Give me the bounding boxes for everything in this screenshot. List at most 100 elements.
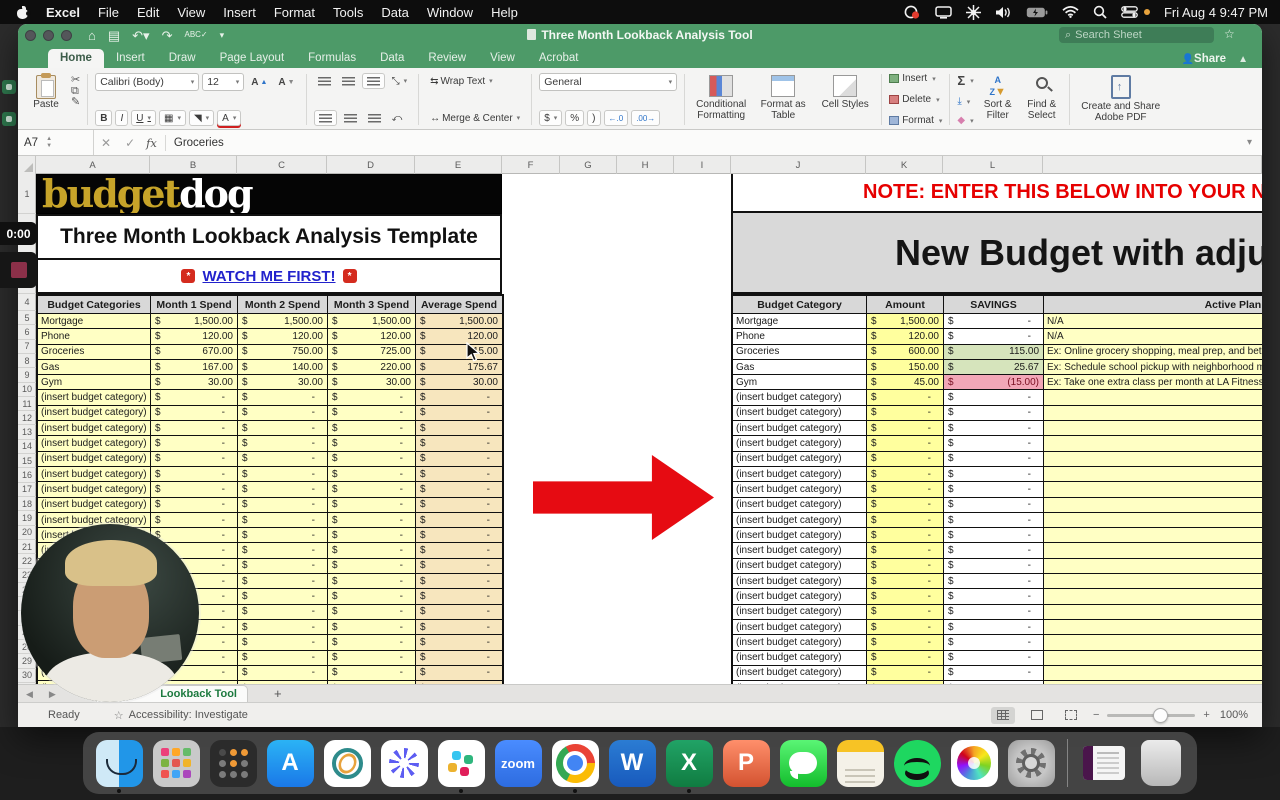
- cut-icon[interactable]: ✂: [71, 74, 81, 86]
- page-layout-view-button[interactable]: [1025, 707, 1049, 724]
- month1-cell[interactable]: $-: [151, 436, 237, 451]
- month3-cell[interactable]: $-: [328, 390, 415, 405]
- budget-header-cell[interactable]: Active Plan to: [1044, 296, 1262, 313]
- amount-cell[interactable]: $-: [867, 512, 943, 528]
- month2-cell[interactable]: $120.00: [238, 329, 327, 344]
- average-cell[interactable]: $-: [416, 421, 502, 436]
- font-color-icon[interactable]: A: [217, 110, 242, 126]
- average-cell[interactable]: $1,500.00: [416, 314, 502, 329]
- lookback-category-cell[interactable]: Mortgage: [38, 314, 150, 329]
- active-plan-cell[interactable]: [1044, 405, 1262, 421]
- underline-button[interactable]: U: [131, 110, 156, 126]
- row-header-1[interactable]: 1: [18, 174, 36, 214]
- month2-cell[interactable]: $-: [238, 665, 327, 681]
- amount-cell[interactable]: $-: [867, 650, 943, 665]
- budget-insert-category-cell[interactable]: (insert budget category): [733, 405, 866, 421]
- amount-cell[interactable]: $-: [867, 558, 943, 574]
- calculator-icon[interactable]: [209, 739, 257, 787]
- month3-cell[interactable]: $-: [328, 665, 415, 681]
- minimize-button[interactable]: [43, 29, 54, 41]
- minimized-window-icon[interactable]: [1083, 746, 1125, 780]
- amount-cell[interactable]: $-: [867, 528, 943, 543]
- amount-cell[interactable]: $-: [867, 482, 943, 497]
- fill-button[interactable]: ⤓: [957, 96, 973, 107]
- savings-cell[interactable]: $-: [944, 558, 1043, 574]
- dock-item-excelapp[interactable]: X: [665, 735, 713, 793]
- budget-insert-category-cell[interactable]: (insert budget category): [733, 650, 866, 665]
- display-icon[interactable]: [935, 5, 952, 19]
- month2-cell[interactable]: $140.00: [238, 359, 327, 375]
- finder-icon[interactable]: [95, 739, 143, 787]
- dock-item-calculator[interactable]: [209, 735, 257, 791]
- lookback-insert-category-cell[interactable]: (insert budget category): [38, 497, 150, 512]
- active-plan-cell[interactable]: [1044, 421, 1262, 436]
- comma-format-button[interactable]: ): [587, 110, 601, 126]
- paste-button[interactable]: Paste: [26, 73, 66, 110]
- sort-filter-button[interactable]: A Z▼ Sort & Filter: [983, 75, 1012, 122]
- month2-cell[interactable]: $-: [238, 558, 327, 574]
- row-header-29[interactable]: 29: [18, 654, 36, 669]
- row-header-15[interactable]: 15: [18, 454, 36, 469]
- row-header-7[interactable]: 7: [18, 340, 36, 354]
- savings-cell[interactable]: $-: [944, 329, 1043, 344]
- wrap-text-button[interactable]: ⇆ Wrap Text: [426, 73, 497, 89]
- savings-cell[interactable]: $-: [944, 405, 1043, 421]
- undo-icon[interactable]: ↶▾: [132, 27, 150, 43]
- amount-cell[interactable]: $45.00: [867, 375, 943, 390]
- watch-me-first-cell[interactable]: * WATCH ME FIRST! *: [36, 260, 502, 294]
- budget-insert-category-cell[interactable]: (insert budget category): [733, 512, 866, 528]
- row-header-20[interactable]: 20: [18, 526, 36, 540]
- month3-cell[interactable]: $-: [328, 558, 415, 574]
- budget-category-cell[interactable]: Gas: [733, 359, 866, 375]
- budget-insert-category-cell[interactable]: (insert budget category): [733, 482, 866, 497]
- budget-insert-category-cell[interactable]: (insert budget category): [733, 558, 866, 574]
- column-header-E[interactable]: E: [415, 156, 502, 174]
- active-plan-cell[interactable]: [1044, 665, 1262, 681]
- currency-format-button[interactable]: $: [539, 110, 563, 126]
- close-button[interactable]: [25, 29, 36, 41]
- month3-cell[interactable]: $-: [328, 421, 415, 436]
- amount-cell[interactable]: $-: [867, 589, 943, 604]
- ribbon-tab-review[interactable]: Review: [428, 52, 467, 64]
- amount-cell[interactable]: $600.00: [867, 344, 943, 359]
- month2-cell[interactable]: $-: [238, 497, 327, 512]
- column-header-H[interactable]: H: [617, 156, 674, 174]
- dock-item-loom[interactable]: [380, 735, 428, 791]
- month1-cell[interactable]: $-: [151, 421, 237, 436]
- month1-cell[interactable]: $30.00: [151, 375, 237, 390]
- column-header-I[interactable]: I: [674, 156, 731, 174]
- average-cell[interactable]: $-: [416, 482, 502, 497]
- savings-cell[interactable]: $-: [944, 665, 1043, 681]
- adobe-pdf-button[interactable]: Create and Share Adobe PDF: [1075, 72, 1167, 127]
- powerpoint-icon[interactable]: P: [722, 739, 770, 787]
- budget-insert-category-cell[interactable]: (insert budget category): [733, 635, 866, 650]
- row-header-10[interactable]: 10: [18, 383, 36, 397]
- month3-cell[interactable]: $-: [328, 574, 415, 589]
- savings-cell[interactable]: $25.67: [944, 359, 1043, 375]
- average-cell[interactable]: $-: [416, 405, 502, 421]
- month1-cell[interactable]: $670.00: [151, 344, 237, 359]
- active-plan-cell[interactable]: N/A: [1044, 314, 1262, 329]
- page-break-view-button[interactable]: [1059, 707, 1083, 724]
- row-header-14[interactable]: 14: [18, 440, 36, 455]
- row-header-19[interactable]: 19: [18, 511, 36, 526]
- budget-category-cell[interactable]: Phone: [733, 329, 866, 344]
- month2-cell[interactable]: $-: [238, 405, 327, 421]
- merge-center-button[interactable]: ↔ Merge & Center: [426, 110, 524, 126]
- month3-cell[interactable]: $1,500.00: [328, 314, 415, 329]
- delete-cells-button[interactable]: Delete: [889, 94, 942, 105]
- insert-function-icon[interactable]: fx: [146, 135, 157, 150]
- month2-cell[interactable]: $-: [238, 604, 327, 619]
- increase-font-icon[interactable]: A ▲: [251, 76, 268, 88]
- font-name-select[interactable]: Calibri (Body): [95, 73, 200, 91]
- lookback-insert-category-cell[interactable]: (insert budget category): [38, 436, 150, 451]
- budget-header-cell[interactable]: Budget Category: [733, 296, 866, 313]
- month1-cell[interactable]: $120.00: [151, 329, 237, 344]
- increase-decimal-icon[interactable]: ←.0: [603, 110, 629, 126]
- lookback-insert-category-cell[interactable]: (insert budget category): [38, 482, 150, 497]
- menu-item-tools[interactable]: Tools: [332, 4, 364, 20]
- budget-insert-category-cell[interactable]: (insert budget category): [733, 466, 866, 482]
- amount-cell[interactable]: $-: [867, 466, 943, 482]
- savings-cell[interactable]: $-: [944, 650, 1043, 665]
- lookback-header-cell[interactable]: Month 1 Spend: [151, 296, 237, 313]
